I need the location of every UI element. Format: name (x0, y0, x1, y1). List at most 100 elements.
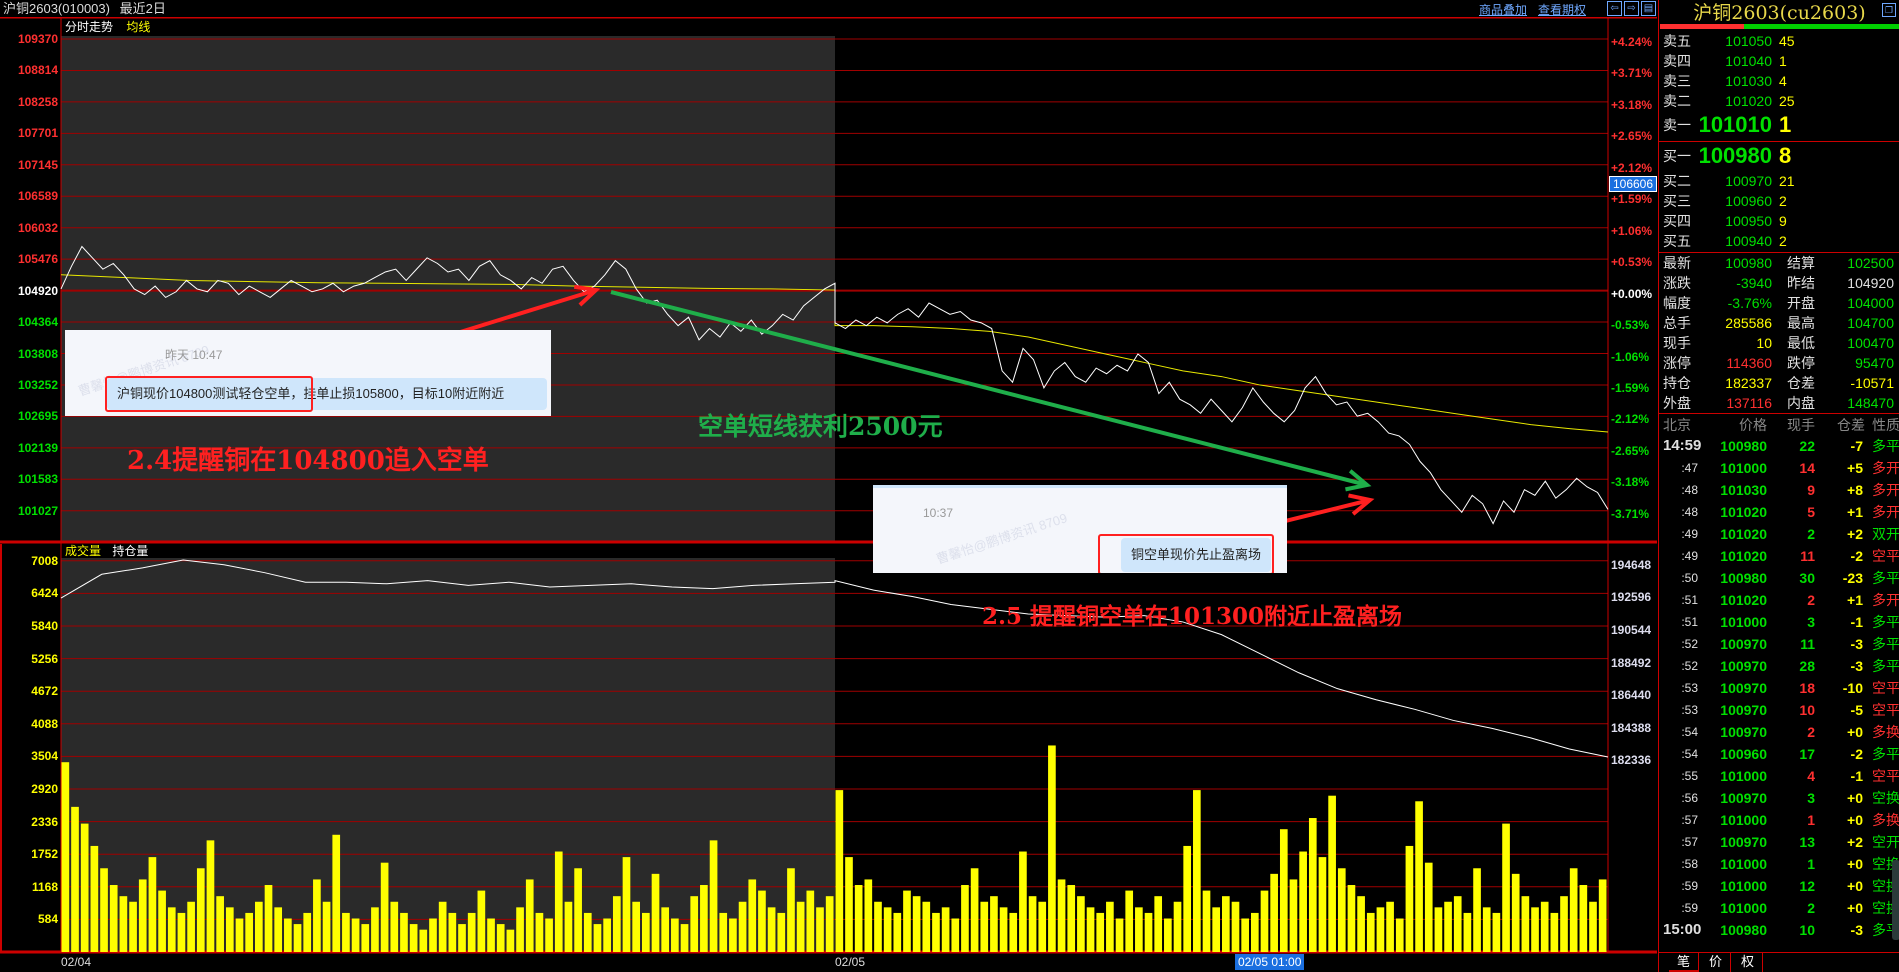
restore-icon[interactable]: ❐ (1882, 3, 1896, 17)
profit-arrow-head (1345, 469, 1372, 492)
bid-volume: 2 (1779, 233, 1787, 249)
tick-header: 北京 价格 现手 仓差 性质 (1659, 415, 1899, 435)
ask-price: 101010 (1698, 112, 1772, 137)
volume-bar-0205 (1473, 868, 1481, 952)
range-label: 最近2日 (119, 1, 166, 16)
ask-label: 卖二 (1663, 93, 1691, 109)
tick-oi-change: +5 (1847, 460, 1863, 476)
tick-price: 101000 (1720, 812, 1767, 828)
volume-bar-0205 (1173, 901, 1182, 952)
buy-sell-ratio-bar (1660, 24, 1899, 29)
ask-level: 卖一 101010 1 (1659, 112, 1899, 138)
chat-note-exit: 曹馨怡@鹏博资讯 8709 10:37 铜空单现价先止盈离场 (873, 485, 1287, 573)
percent-tick-label: -3.71% (1611, 506, 1650, 521)
volume-bar-0205 (1395, 918, 1404, 952)
stat-row: 持仓 182337 仓差 -10571 (1659, 373, 1899, 393)
volume-bar-0205 (1424, 862, 1433, 952)
tick-qty: 2 (1807, 526, 1815, 542)
col-price: 价格 (1739, 417, 1767, 433)
tab-intraday[interactable]: 分时走势 (65, 20, 114, 34)
stat-label: 涨停 (1663, 355, 1691, 371)
percent-tick-label: +1.06% (1611, 223, 1653, 238)
volume-tick-label: 1168 (31, 879, 58, 894)
volume-bar-0204 (690, 896, 699, 952)
volume-bar-0205 (1028, 896, 1037, 952)
tick-time: :51 (1681, 615, 1698, 629)
volume-bar-0205 (1019, 851, 1027, 952)
price-tick-label: 103252 (17, 377, 58, 392)
arrow-left-icon[interactable]: ⇦ (1607, 1, 1622, 16)
ask-price: 101050 (1725, 33, 1772, 49)
tick-price: 101020 (1720, 592, 1767, 608)
stat-label: 最低 (1787, 335, 1815, 351)
stat-label: 涨跌 (1663, 275, 1691, 291)
volume-bar-0205 (1193, 790, 1201, 952)
volume-bar-0204 (680, 924, 689, 952)
average-price-line (60, 274, 1609, 433)
percent-tick-label: -1.59% (1611, 380, 1650, 395)
overlay-link[interactable]: 商品叠加 (1479, 3, 1528, 17)
tick-row: :51 101020 2 +1 多开 (1659, 590, 1899, 610)
volume-bar-0204 (148, 857, 157, 952)
tick-time: :58 (1681, 857, 1698, 871)
ask-level: 卖四 101040 1 (1659, 51, 1899, 71)
ask-volume: 45 (1779, 33, 1795, 49)
bid-price: 100980 (1698, 143, 1772, 168)
volume-bar-0204 (729, 918, 737, 952)
tick-price: 100980 (1720, 570, 1767, 586)
panel-tab-1[interactable]: 价 (1701, 952, 1731, 972)
volume-bar-0205 (932, 912, 940, 952)
stat-row: 涨跌 -3940 昨结 104920 (1659, 273, 1899, 293)
volume-bar-0204 (361, 924, 370, 952)
volume-bar-0204 (796, 901, 805, 952)
oi-tick-label: 182336 (1611, 753, 1652, 768)
tick-row: :53 100970 10 -5 空平 (1659, 700, 1899, 720)
tick-type: 空平 (1872, 680, 1899, 696)
volume-bar-0205 (1202, 890, 1211, 952)
volume-bar-0205 (1511, 873, 1520, 952)
tick-price: 100970 (1720, 658, 1767, 674)
panel-tab-2[interactable]: 权 (1733, 952, 1763, 972)
price-tick-label: 103808 (17, 346, 58, 361)
date-label-0204: 02/04 (61, 955, 92, 969)
tick-type: 多平 (1872, 746, 1899, 762)
tick-price: 101000 (1720, 768, 1767, 784)
volume-bar-0204 (409, 924, 418, 952)
volume-bar-0205 (1531, 907, 1539, 952)
options-link[interactable]: 查看期权 (1538, 3, 1587, 17)
tick-row: :49 101020 11 -2 空平 (1659, 546, 1899, 566)
tick-time: :59 (1681, 901, 1698, 915)
price-tick-label: 107145 (17, 157, 58, 172)
tick-oi-change: -1 (1850, 768, 1863, 784)
volume-bar-0205 (893, 912, 902, 952)
volume-bar-0204 (90, 845, 99, 952)
volume-bar-0204 (138, 879, 147, 952)
volume-bar-0205 (1366, 912, 1375, 952)
scrollbar[interactable] (1892, 860, 1899, 940)
tick-oi-change: +2 (1847, 526, 1863, 542)
volume-bar-0205 (941, 907, 950, 952)
volume-bar-0205 (1569, 868, 1578, 952)
tick-oi-change: +0 (1847, 856, 1863, 872)
tick-row: :48 101020 5 +1 多开 (1659, 502, 1899, 522)
volume-bar-0205 (1405, 845, 1414, 952)
tick-row: :52 100970 28 -3 多平 (1659, 656, 1899, 676)
volume-bar-0205 (1318, 857, 1327, 952)
tick-time: :49 (1681, 527, 1698, 541)
volume-bar-0204 (332, 834, 341, 952)
panel-tab-0[interactable]: 笔 (1669, 952, 1699, 972)
percent-tick-label: -2.12% (1611, 412, 1650, 427)
tick-time: :56 (1681, 791, 1698, 805)
volume-bar-0204 (71, 806, 79, 952)
layout-icon[interactable]: ▤ (1641, 1, 1656, 16)
tick-qty: 22 (1799, 438, 1815, 454)
arrow-right-icon[interactable]: ⇨ (1624, 1, 1639, 16)
volume-bar-0205 (1560, 896, 1568, 952)
volume-bar-0205 (1376, 907, 1385, 952)
volume-bar-0205 (1057, 879, 1066, 952)
stat-row: 涨停 114360 跌停 95470 (1659, 353, 1899, 373)
col-oi-change: 仓差 (1837, 417, 1865, 433)
volume-bar-0204 (322, 901, 331, 952)
volume-bar-0205 (1222, 896, 1230, 952)
